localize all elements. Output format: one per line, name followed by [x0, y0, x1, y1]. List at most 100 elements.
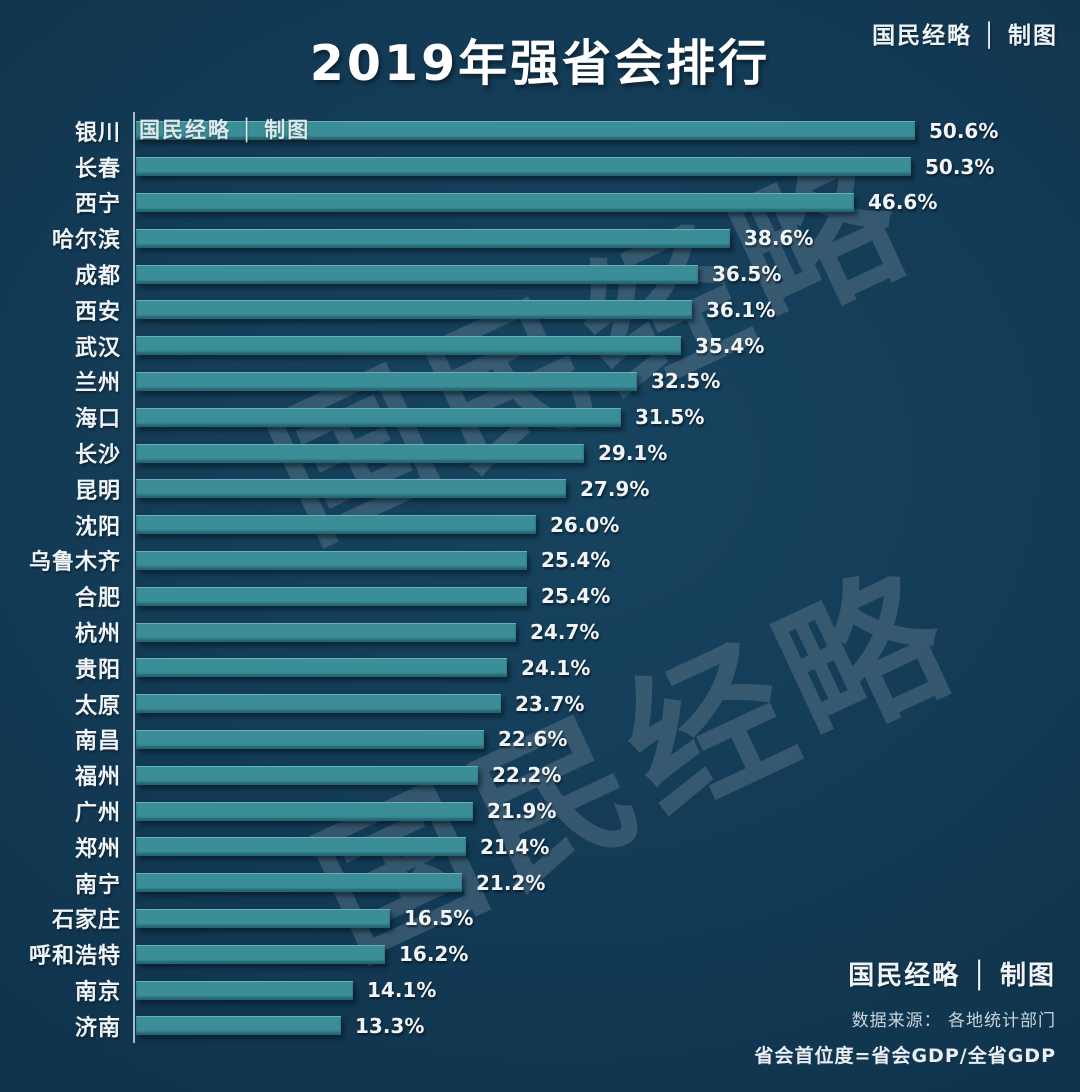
- city-label: 哈尔滨: [51, 228, 121, 254]
- bar-row: 济南 13.3%: [0, 1008, 1080, 1044]
- value-label: 16.5%: [404, 906, 474, 931]
- value-label: 21.4%: [480, 834, 550, 859]
- value-label: 22.2%: [492, 763, 562, 788]
- bar-row: 成都 36.5%: [0, 256, 1080, 292]
- bar-row: 西安 36.1%: [0, 292, 1080, 328]
- city-label: 成都: [74, 264, 121, 290]
- city-label: 兰州: [74, 371, 121, 397]
- bar: [136, 658, 507, 678]
- city-label: 沈阳: [74, 514, 121, 540]
- bar: [136, 694, 501, 714]
- value-label: 21.9%: [487, 799, 557, 824]
- data-source-note: 数据来源： 各地统计部门: [851, 1011, 1056, 1031]
- bar-row: 昆明 27.9%: [0, 471, 1080, 507]
- bar: [136, 192, 854, 212]
- bar: [136, 336, 681, 356]
- bar-row: 长沙 29.1%: [0, 435, 1080, 471]
- bar: [136, 765, 478, 785]
- city-label: 石家庄: [51, 908, 121, 934]
- bar: [136, 121, 915, 141]
- y-axis-line: [133, 112, 135, 1043]
- bar-row: 兰州 32.5%: [0, 364, 1080, 400]
- bar: [136, 944, 385, 964]
- bar: [136, 300, 692, 320]
- bar: [136, 550, 527, 570]
- bar: [136, 157, 911, 177]
- city-label: 广州: [74, 801, 121, 827]
- bar: [136, 729, 484, 749]
- value-label: 21.2%: [476, 870, 546, 895]
- bar-row: 广州 21.9%: [0, 793, 1080, 829]
- value-label: 36.1%: [706, 297, 776, 322]
- bar: [136, 801, 473, 821]
- value-label: 23.7%: [515, 691, 585, 716]
- bar-row: 杭州 24.7%: [0, 614, 1080, 650]
- brand-logo-top-right: 国民经略 │ 制图: [872, 22, 1058, 49]
- bar-row: 南京 14.1%: [0, 972, 1080, 1008]
- bar-row: 哈尔滨 38.6%: [0, 220, 1080, 256]
- city-label: 西安: [74, 299, 121, 325]
- value-label: 31.5%: [635, 405, 705, 430]
- bar-row: 郑州 21.4%: [0, 829, 1080, 865]
- value-label: 36.5%: [712, 262, 782, 287]
- city-label: 乌鲁木齐: [28, 550, 121, 576]
- city-label: 南宁: [74, 872, 121, 898]
- city-label: 海口: [74, 407, 121, 433]
- bar-row: 贵阳 24.1%: [0, 650, 1080, 686]
- bar: [136, 586, 527, 606]
- bar: [136, 515, 536, 535]
- bar: [136, 873, 462, 893]
- value-label: 38.6%: [744, 226, 814, 251]
- city-label: 昆明: [74, 478, 121, 504]
- city-label: 南昌: [74, 729, 121, 755]
- brand-logo-footer: 国民经略 │ 制图: [848, 961, 1056, 991]
- value-label: 50.6%: [929, 118, 999, 143]
- bar-row: 呼和浩特 16.2%: [0, 936, 1080, 972]
- city-label: 合肥: [74, 586, 121, 612]
- city-label: 南京: [74, 980, 121, 1006]
- bar: [136, 264, 698, 284]
- bar: [136, 980, 353, 1000]
- city-label: 武汉: [74, 335, 121, 361]
- bar-row: 沈阳 26.0%: [0, 507, 1080, 543]
- bar-row: 南昌 22.6%: [0, 722, 1080, 758]
- footer-block: 国民经略 │ 制图 数据来源： 各地统计部门 省会首位度=省会GDP/全省GDP: [755, 955, 1056, 1068]
- value-label: 50.3%: [925, 154, 995, 179]
- city-label: 福州: [74, 765, 121, 791]
- bar: [136, 443, 584, 463]
- bar-chart: 银川 50.6% 长春 50.3% 西宁 46.6% 哈尔滨 38.6% 成都 …: [0, 113, 1080, 1044]
- value-label: 25.4%: [541, 548, 611, 573]
- city-label: 长春: [74, 156, 121, 182]
- bar-row: 合肥 25.4%: [0, 578, 1080, 614]
- value-label: 14.1%: [367, 978, 437, 1003]
- value-label: 13.3%: [355, 1013, 425, 1038]
- value-label: 24.1%: [521, 655, 591, 680]
- value-label: 29.1%: [598, 441, 668, 466]
- city-label: 长沙: [74, 443, 121, 469]
- bar: [136, 407, 621, 427]
- bar-row: 长春 50.3%: [0, 149, 1080, 185]
- bar-row: 石家庄 16.5%: [0, 901, 1080, 937]
- city-label: 郑州: [74, 836, 121, 862]
- value-label: 25.4%: [541, 584, 611, 609]
- bar-row: 乌鲁木齐 25.4%: [0, 543, 1080, 579]
- bar-row: 南宁 21.2%: [0, 865, 1080, 901]
- city-label: 西宁: [74, 192, 121, 218]
- bar-row: 海口 31.5%: [0, 399, 1080, 435]
- city-label: 呼和浩特: [28, 944, 121, 970]
- bar-row: 太原 23.7%: [0, 686, 1080, 722]
- brand-logo-on-first-bar: 国民经略 │ 制图: [139, 117, 311, 142]
- city-label: 济南: [74, 1015, 121, 1041]
- value-label: 46.6%: [868, 190, 938, 215]
- bar-row: 银川 50.6%: [0, 113, 1080, 149]
- bar: [136, 479, 566, 499]
- value-label: 16.2%: [399, 942, 469, 967]
- bar: [136, 622, 516, 642]
- bar-row: 武汉 35.4%: [0, 328, 1080, 364]
- city-label: 太原: [74, 693, 121, 719]
- bar: [136, 228, 730, 248]
- city-label: 银川: [74, 120, 121, 146]
- city-label: 贵阳: [74, 657, 121, 683]
- bar-row: 福州 22.2%: [0, 757, 1080, 793]
- formula-note: 省会首位度=省会GDP/全省GDP: [754, 1045, 1056, 1067]
